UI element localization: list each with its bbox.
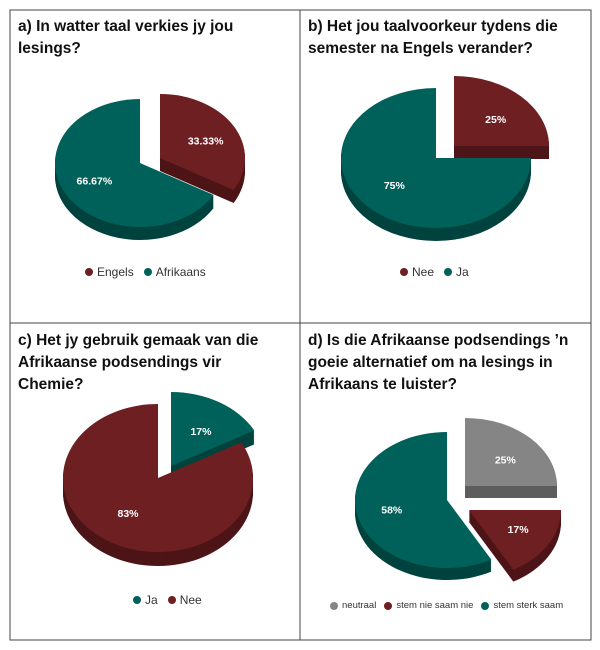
legend-label: Nee <box>179 593 202 607</box>
pie-slice-engels <box>160 94 245 190</box>
data-label: 25% <box>485 114 507 126</box>
data-label: 75% <box>384 180 406 192</box>
pie-slice-afrikaans <box>55 99 214 228</box>
legend-item: stem sterk saam <box>481 600 563 611</box>
data-label: 17% <box>508 524 530 536</box>
legend-item: Nee <box>400 265 434 279</box>
data-label: 83% <box>118 508 140 520</box>
legend-marker-icon <box>444 268 453 276</box>
pie-slice-neutraal <box>465 418 557 486</box>
data-label: 66.67% <box>77 176 113 188</box>
legend-item: Nee <box>167 593 202 607</box>
legend-marker-icon <box>85 268 93 276</box>
pie-slice-ja <box>341 88 531 228</box>
chart-title-d: d) Is die Afrikaanse podsendings ’n goei… <box>308 332 569 393</box>
data-label: 17% <box>190 426 212 438</box>
legend-marker-icon <box>384 601 393 610</box>
legend-item: Ja <box>133 593 158 607</box>
pie-slice-nee <box>63 404 254 553</box>
legend-label: neutraal <box>342 600 377 611</box>
legend-item: neutraal <box>330 600 376 611</box>
legend-label: stem sterk saam <box>493 600 564 611</box>
legend-marker-icon <box>330 601 338 610</box>
chart-title-a: a) In watter taal verkies jy jou lesings… <box>18 18 234 57</box>
legend: Engels Afrikaans <box>85 265 206 279</box>
legend-marker-icon <box>143 268 152 276</box>
legend-label: Ja <box>145 593 158 607</box>
data-label: 25% <box>495 455 517 467</box>
legend-marker-icon <box>133 596 141 604</box>
legend-label: Engels <box>97 265 134 279</box>
legend-item: Engels <box>85 265 134 279</box>
legend-label: Afrikaans <box>155 265 206 279</box>
pie-slice-ja <box>171 392 255 466</box>
legend-item: Ja <box>444 265 469 279</box>
legend-item: Afrikaans <box>143 265 206 279</box>
legend: neutraal stem nie saam nie stem sterk saam <box>330 600 563 611</box>
legend-item: stem nie saam nie <box>384 600 473 611</box>
legend-label: Ja <box>456 265 469 279</box>
pie-slice-nee <box>454 76 549 146</box>
pie-slice-stem-nie-saam-nie <box>469 510 561 570</box>
data-label: 58% <box>381 504 403 516</box>
legend-label: stem nie saam nie <box>396 600 474 611</box>
legend-marker-icon <box>481 601 490 610</box>
chart-title-c: c) Het jy gebruik gemaak van die Afrikaa… <box>18 332 259 393</box>
chart-title-b: b) Het jou taalvoorkeur tydens die semes… <box>308 18 558 57</box>
legend-marker-icon <box>400 268 408 276</box>
legend: Nee Ja <box>400 265 469 279</box>
legend-label: Nee <box>412 265 435 279</box>
data-label: 33.33% <box>188 135 224 147</box>
legend: Ja Nee <box>133 593 202 607</box>
pie-slice-stem-sterk-saam <box>355 432 492 568</box>
legend-marker-icon <box>167 596 176 604</box>
